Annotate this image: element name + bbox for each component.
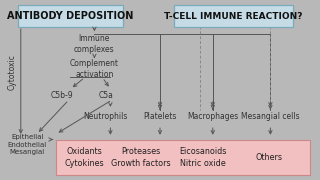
FancyBboxPatch shape [174,5,293,27]
Text: T-CELL IMMUNE REACTION?: T-CELL IMMUNE REACTION? [164,12,303,21]
Text: Proteases
Growth factors: Proteases Growth factors [111,147,171,168]
Text: Epithelial
Endothelial
Mesangial: Epithelial Endothelial Mesangial [8,134,47,155]
Text: C5a: C5a [98,91,113,100]
Text: ANTIBODY DEPOSITION: ANTIBODY DEPOSITION [7,11,133,21]
Text: Platelets: Platelets [143,112,177,121]
Text: Complement
activation: Complement activation [70,59,119,79]
Text: Macrophages: Macrophages [187,112,238,121]
Text: C5b-9: C5b-9 [51,91,74,100]
Text: Mesangial cells: Mesangial cells [241,112,300,121]
FancyBboxPatch shape [56,140,310,175]
FancyBboxPatch shape [18,5,123,27]
Text: Others: Others [255,153,282,162]
Text: Cytotoxic: Cytotoxic [8,54,17,90]
Text: Immune
complexes: Immune complexes [74,34,115,54]
Text: Eicosanoids
Nitric oxide: Eicosanoids Nitric oxide [180,147,227,168]
Text: Neutrophils: Neutrophils [84,112,128,121]
Text: Oxidants
Cytokines: Oxidants Cytokines [65,147,105,168]
